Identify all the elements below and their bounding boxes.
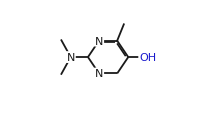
Text: N: N <box>94 36 103 46</box>
Text: N: N <box>66 53 75 62</box>
Text: N: N <box>94 69 103 79</box>
Text: OH: OH <box>138 53 155 62</box>
